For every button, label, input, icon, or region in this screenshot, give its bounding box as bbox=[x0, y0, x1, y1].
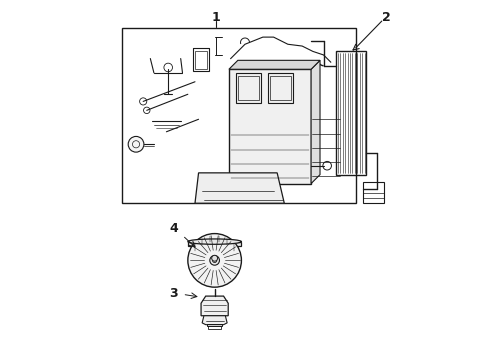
Polygon shape bbox=[201, 296, 228, 316]
Text: 2: 2 bbox=[382, 11, 391, 24]
Ellipse shape bbox=[212, 255, 218, 261]
Bar bbox=[270, 76, 292, 100]
Bar bbox=[188, 242, 242, 246]
Polygon shape bbox=[229, 60, 320, 69]
Bar bbox=[336, 51, 367, 175]
Bar bbox=[229, 69, 311, 184]
Ellipse shape bbox=[188, 239, 242, 244]
Bar bbox=[195, 51, 207, 69]
Text: 1: 1 bbox=[212, 11, 221, 24]
Polygon shape bbox=[195, 173, 284, 203]
Bar bbox=[208, 327, 221, 329]
Ellipse shape bbox=[188, 234, 242, 287]
Text: 3: 3 bbox=[169, 287, 178, 300]
Circle shape bbox=[210, 256, 220, 265]
Bar bbox=[193, 48, 209, 71]
Bar bbox=[238, 76, 259, 100]
Polygon shape bbox=[202, 316, 227, 325]
Text: 4: 4 bbox=[169, 222, 178, 235]
Circle shape bbox=[128, 136, 144, 152]
Bar bbox=[236, 73, 261, 103]
Bar bbox=[207, 324, 222, 327]
Bar bbox=[122, 28, 356, 203]
Polygon shape bbox=[311, 60, 320, 184]
Bar bbox=[363, 182, 384, 203]
Bar bbox=[268, 73, 293, 103]
